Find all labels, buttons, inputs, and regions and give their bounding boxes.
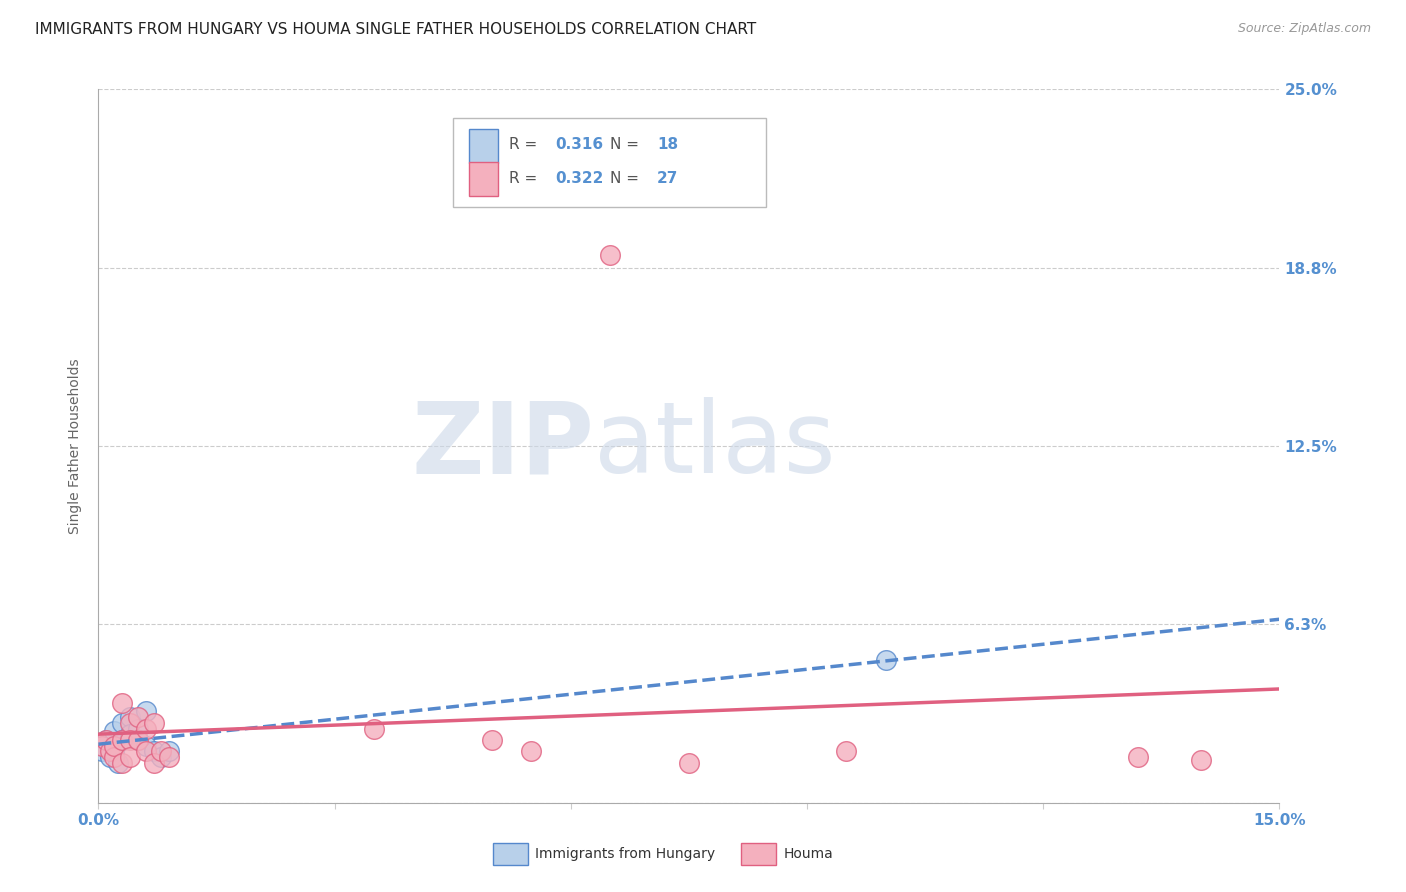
- Point: [118, 733, 141, 747]
- FancyBboxPatch shape: [470, 162, 498, 195]
- Text: 27: 27: [657, 171, 679, 186]
- Point: [127, 722, 149, 736]
- Point: [135, 705, 157, 719]
- Text: 0.316: 0.316: [555, 137, 603, 153]
- FancyBboxPatch shape: [494, 844, 529, 865]
- Point: [142, 715, 165, 730]
- Point: [157, 744, 180, 758]
- Point: [111, 733, 134, 747]
- Point: [875, 653, 897, 667]
- Point: [96, 733, 118, 747]
- FancyBboxPatch shape: [453, 118, 766, 207]
- Text: IMMIGRANTS FROM HUNGARY VS HOUMA SINGLE FATHER HOUSEHOLDS CORRELATION CHART: IMMIGRANTS FROM HUNGARY VS HOUMA SINGLE …: [35, 22, 756, 37]
- Text: atlas: atlas: [595, 398, 837, 494]
- Point: [111, 696, 134, 710]
- Text: Houma: Houma: [783, 847, 834, 861]
- Point: [135, 744, 157, 758]
- Text: 0.322: 0.322: [555, 171, 603, 186]
- FancyBboxPatch shape: [470, 129, 498, 162]
- Point: [103, 744, 125, 758]
- Point: [107, 756, 129, 770]
- Point: [135, 722, 157, 736]
- Point: [135, 739, 157, 753]
- Point: [157, 750, 180, 764]
- Point: [118, 750, 141, 764]
- Point: [91, 739, 114, 753]
- Text: 18: 18: [657, 137, 678, 153]
- Point: [835, 744, 858, 758]
- Point: [150, 744, 173, 758]
- Text: N =: N =: [610, 137, 644, 153]
- Text: N =: N =: [610, 171, 644, 186]
- Text: R =: R =: [509, 137, 543, 153]
- Point: [98, 750, 121, 764]
- Point: [118, 715, 141, 730]
- Point: [127, 710, 149, 724]
- Text: Source: ZipAtlas.com: Source: ZipAtlas.com: [1237, 22, 1371, 36]
- Point: [127, 733, 149, 747]
- Point: [98, 744, 121, 758]
- Point: [678, 756, 700, 770]
- Point: [142, 744, 165, 758]
- Point: [127, 733, 149, 747]
- Point: [91, 744, 114, 758]
- Point: [1189, 753, 1212, 767]
- Point: [363, 722, 385, 736]
- Y-axis label: Single Father Households: Single Father Households: [69, 359, 83, 533]
- Text: R =: R =: [509, 171, 543, 186]
- Point: [1126, 750, 1149, 764]
- Point: [118, 727, 141, 741]
- Point: [599, 248, 621, 262]
- Point: [96, 733, 118, 747]
- Text: Immigrants from Hungary: Immigrants from Hungary: [536, 847, 716, 861]
- FancyBboxPatch shape: [741, 844, 776, 865]
- Point: [150, 750, 173, 764]
- Point: [111, 733, 134, 747]
- Point: [118, 710, 141, 724]
- Point: [142, 756, 165, 770]
- Point: [103, 750, 125, 764]
- Point: [111, 756, 134, 770]
- Point: [481, 733, 503, 747]
- Point: [103, 739, 125, 753]
- Point: [103, 724, 125, 739]
- Text: ZIP: ZIP: [412, 398, 595, 494]
- Point: [520, 744, 543, 758]
- Point: [111, 715, 134, 730]
